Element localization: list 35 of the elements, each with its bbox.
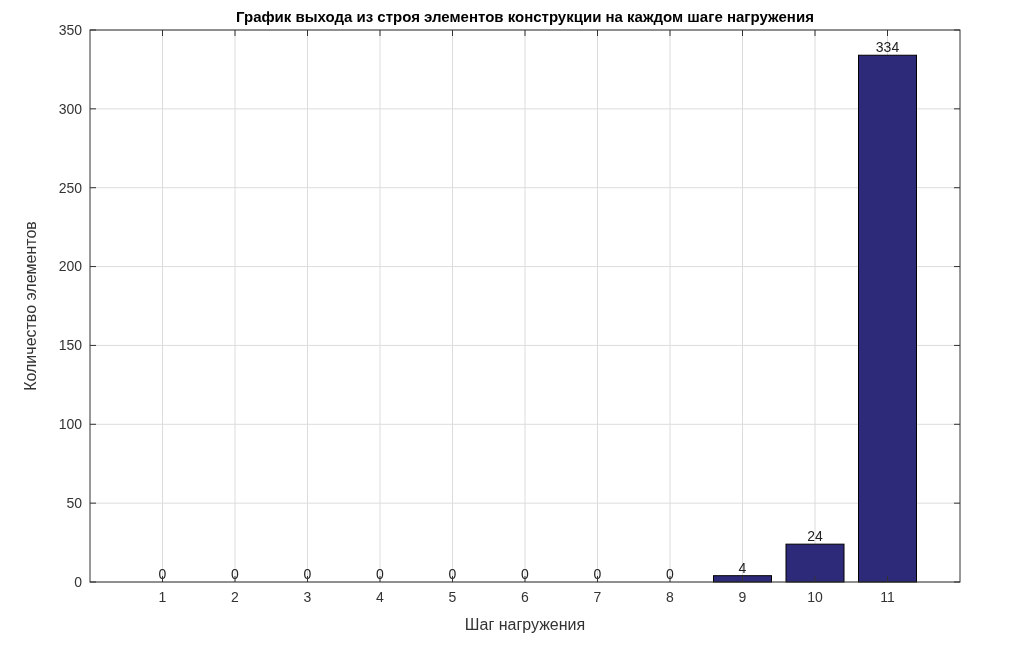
data-label: 0 (521, 566, 530, 582)
x-tick-label: 5 (448, 589, 457, 605)
data-label: 0 (158, 566, 167, 582)
x-tick-label: 8 (666, 589, 675, 605)
bar (785, 543, 845, 583)
x-axis-title: Шаг нагружения (464, 616, 586, 633)
data-label: 4 (738, 559, 747, 576)
x-tick-label: 4 (376, 589, 385, 605)
x-tick-label: 6 (521, 589, 530, 605)
chart-title: График выхода из строя элементов конструкции на каждом шаге нагружения (236, 8, 814, 25)
y-tick-label: 100 (58, 416, 83, 433)
data-label: 24 (807, 528, 823, 545)
data-label: 0 (231, 566, 240, 582)
y-tick-label: 250 (58, 179, 83, 196)
y-tick-label: 350 (58, 21, 83, 38)
y-tick-label: 50 (66, 495, 83, 512)
data-label: 0 (376, 566, 385, 582)
x-tick-label: 9 (738, 589, 747, 605)
y-tick-label: 0 (74, 573, 83, 590)
x-tick-label: 3 (303, 589, 312, 605)
data-label: 334 (875, 39, 900, 56)
x-tick-label: 7 (593, 589, 602, 605)
data-label: 0 (303, 566, 312, 582)
x-tick-label: 10 (807, 589, 823, 605)
x-tick-label: 2 (231, 589, 240, 605)
y-tick-label: 300 (58, 100, 83, 117)
x-tick-label: 11 (880, 589, 895, 605)
bar (858, 54, 917, 583)
y-axis-title: Количество элементов (22, 221, 39, 391)
data-label: 0 (448, 566, 457, 582)
x-tick-label: 1 (158, 589, 167, 605)
data-label: 0 (593, 566, 602, 582)
y-tick-label: 200 (58, 258, 83, 275)
data-label: 0 (666, 566, 675, 582)
y-tick-label: 150 (58, 337, 83, 354)
